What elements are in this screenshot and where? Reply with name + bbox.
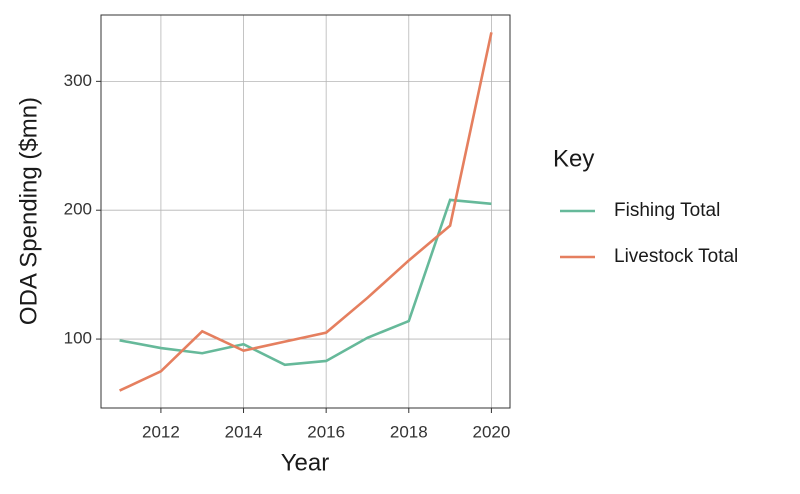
y-tick-label: 200	[64, 200, 92, 219]
plot-border	[100, 14, 511, 409]
x-tick-label: 2012	[142, 422, 180, 441]
line-series	[119, 198, 492, 367]
x-axis-title: Year	[281, 449, 330, 476]
x-tick-label: 2014	[225, 422, 263, 441]
x-tick-label: 2016	[307, 422, 345, 441]
x-tick-label: 2018	[390, 422, 428, 441]
legend-label: Fishing Total	[614, 200, 720, 221]
x-tick-label: 2020	[472, 422, 510, 441]
legend-title: Key	[553, 145, 594, 172]
line-series	[119, 32, 493, 392]
legend-label: Livestock Total	[614, 246, 738, 267]
y-tick-label: 300	[64, 71, 92, 90]
y-axis-title: ODA Spending ($mn)	[15, 97, 42, 325]
y-tick-label: 100	[64, 329, 92, 348]
